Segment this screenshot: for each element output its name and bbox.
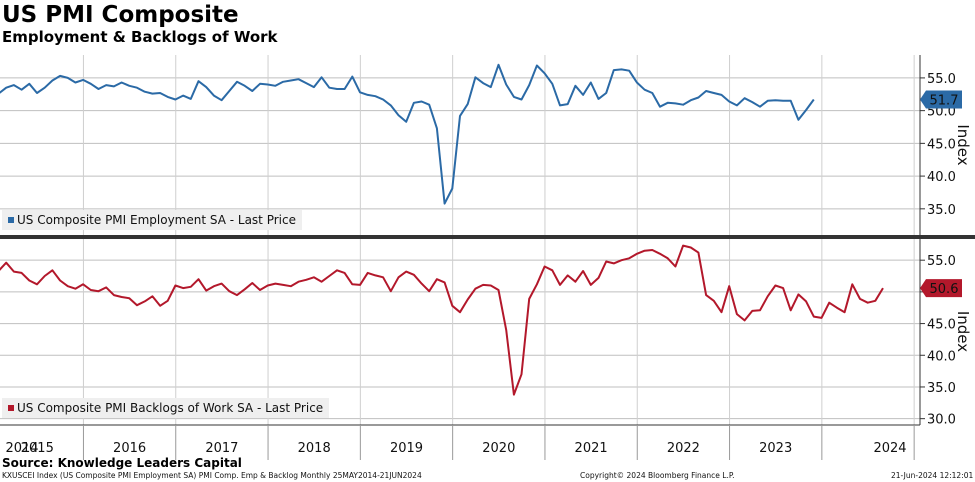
panel-separator <box>0 235 975 239</box>
chart-subtitle: Employment & Backlogs of Work <box>2 28 278 46</box>
legend-swatch-backlogs <box>8 405 14 411</box>
employment-last-price-label: 51.7 <box>930 94 959 109</box>
legend-top: US Composite PMI Employment SA - Last Pr… <box>2 210 302 230</box>
copyright: Copyright© 2024 Bloomberg Finance L.P. <box>580 471 735 480</box>
employment-y-tick-label: 55.0 <box>927 72 956 87</box>
x-tick-label: 2022 <box>667 441 700 456</box>
x-tick-label: 2019 <box>390 441 423 456</box>
legend-swatch-employment <box>8 217 14 223</box>
employment-y-tick-label: 45.0 <box>927 137 956 152</box>
x-tick-label: 2017 <box>205 441 238 456</box>
backlogs-y-tick-label: 30.0 <box>927 413 956 428</box>
legend-label-backlogs: US Composite PMI Backlogs of Work SA - L… <box>17 401 324 415</box>
legend-label-employment: US Composite PMI Employment SA - Last Pr… <box>17 213 296 227</box>
backlogs-series-line <box>0 244 884 396</box>
x-tick-label: 2023 <box>759 441 792 456</box>
backlogs-last-price-label: 50.6 <box>930 282 959 297</box>
chart-title: US PMI Composite <box>2 2 239 28</box>
timestamp: 21-Jun-2024 12:12:01 <box>891 471 974 480</box>
employment-y-tick-label: 40.0 <box>927 170 956 185</box>
employment-last-price-badge <box>920 90 962 109</box>
x-tick-label: 2020 <box>482 441 515 456</box>
x-tick-label: 2014 <box>5 441 38 456</box>
x-tick-label: 2015 <box>21 441 54 456</box>
backlogs-y-axis-label: Index <box>954 311 972 352</box>
backlogs-last-price-badge <box>920 279 962 298</box>
x-tick-label: 2016 <box>113 441 146 456</box>
backlogs-y-tick-label: 35.0 <box>927 381 956 396</box>
legend-bottom: US Composite PMI Backlogs of Work SA - L… <box>2 398 330 418</box>
employment-y-axis-label: Index <box>954 124 972 165</box>
x-tick-label: 2018 <box>298 441 331 456</box>
index-info: KXUSCEI Index (US Composite PMI Employme… <box>2 471 422 480</box>
backlogs-y-tick-label: 40.0 <box>927 349 956 364</box>
x-tick-label: 2024 <box>873 441 906 456</box>
backlogs-y-tick-label: 55.0 <box>927 254 956 269</box>
x-tick-label: 2021 <box>575 441 608 456</box>
employment-series-line <box>0 63 815 205</box>
source-note: Source: Knowledge Leaders Capital <box>2 456 242 470</box>
backlogs-y-tick-label: 45.0 <box>927 318 956 333</box>
employment-y-tick-label: 35.0 <box>927 203 956 218</box>
